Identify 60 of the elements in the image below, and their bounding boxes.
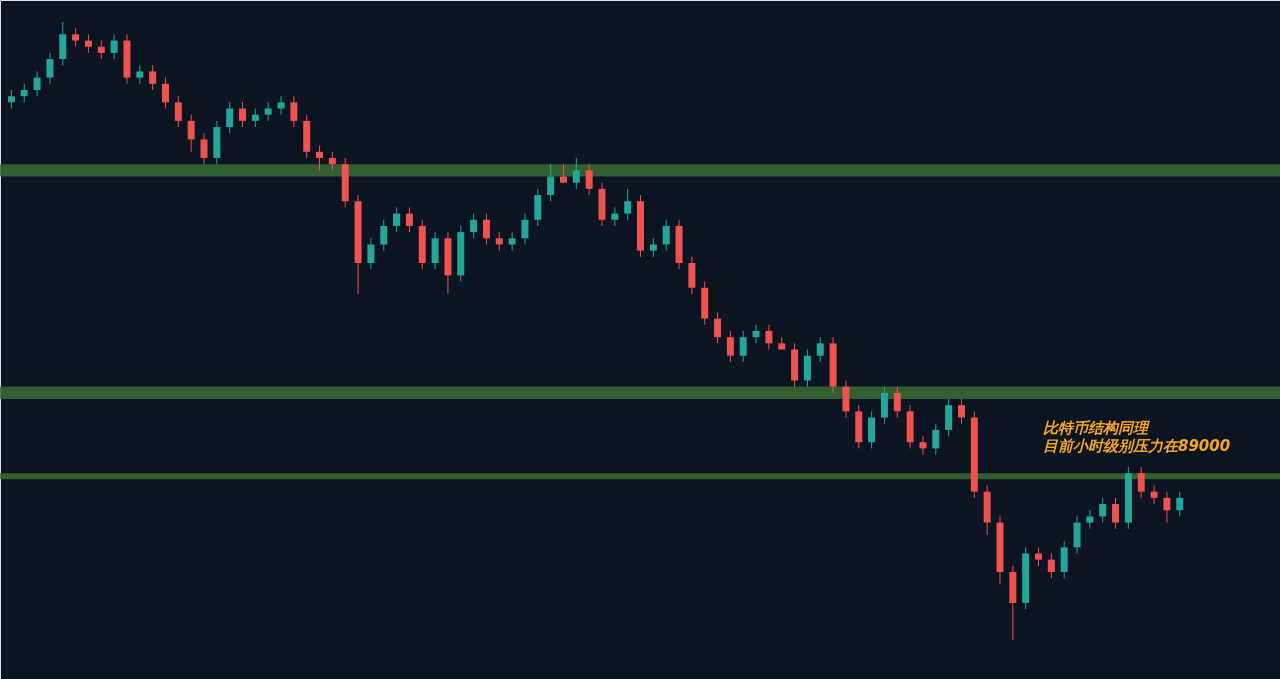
- candlestick: [739, 330, 747, 363]
- candlestick: [1150, 485, 1158, 505]
- candlestick: [508, 231, 516, 252]
- candlestick: [470, 213, 478, 239]
- candlestick: [1099, 497, 1107, 524]
- candlestick: [7, 89, 15, 110]
- candlestick: [662, 219, 670, 252]
- candlestick: [251, 108, 259, 128]
- candlestick: [919, 435, 927, 456]
- candlestick: [559, 163, 567, 184]
- candlestick: [1176, 491, 1184, 517]
- candlestick: [367, 237, 375, 270]
- candlestick: [611, 206, 619, 227]
- candlestick: [187, 114, 195, 153]
- candlestick: [316, 145, 324, 171]
- candlestick: [149, 64, 157, 91]
- candlestick: [1163, 491, 1171, 524]
- candlestick: [649, 237, 657, 258]
- candlestick: [816, 336, 824, 363]
- candlestick: [482, 213, 490, 245]
- candlestick: [33, 70, 41, 97]
- candlestick: [1086, 509, 1094, 530]
- candlestick: [893, 386, 901, 419]
- candlestick: [277, 95, 285, 116]
- candlestick: [290, 95, 298, 128]
- candlestick: [1112, 497, 1120, 530]
- candlestick: [97, 40, 105, 60]
- candlestick: [1047, 552, 1055, 579]
- candlestick: [957, 398, 965, 425]
- candlestick: [161, 77, 169, 110]
- candlestick: [405, 206, 413, 233]
- candlestick: [264, 101, 272, 122]
- candlestick: [547, 163, 555, 202]
- candlestick: [495, 231, 503, 252]
- candlestick: [1035, 546, 1043, 567]
- candlestick: [200, 132, 208, 165]
- annotation: 目前小时级别压力在89000: [1043, 437, 1231, 455]
- candlestick: [714, 311, 722, 344]
- candlestick: [328, 151, 336, 171]
- candlestick: [380, 219, 388, 252]
- candlestick: [84, 33, 92, 54]
- candlestick: [726, 330, 734, 363]
- candlestick: [932, 423, 940, 456]
- candlestick: [572, 157, 580, 190]
- candlestick: [393, 206, 401, 233]
- candlestick: [624, 188, 632, 221]
- candlestick: [585, 163, 593, 196]
- candlestick: [136, 64, 144, 85]
- candlestick: [521, 213, 529, 245]
- annotation: 比特币结构同理: [1043, 419, 1150, 437]
- candlestick: [46, 52, 54, 85]
- candlestick: [1137, 466, 1145, 499]
- candlestick: [239, 101, 247, 128]
- candlestick: [226, 101, 234, 134]
- candlestick: [765, 324, 773, 351]
- candlestick: [110, 33, 118, 60]
- candlestick: [752, 324, 760, 344]
- candlestick: [174, 95, 182, 128]
- candlestick: [20, 83, 28, 103]
- candlestick: [72, 27, 80, 48]
